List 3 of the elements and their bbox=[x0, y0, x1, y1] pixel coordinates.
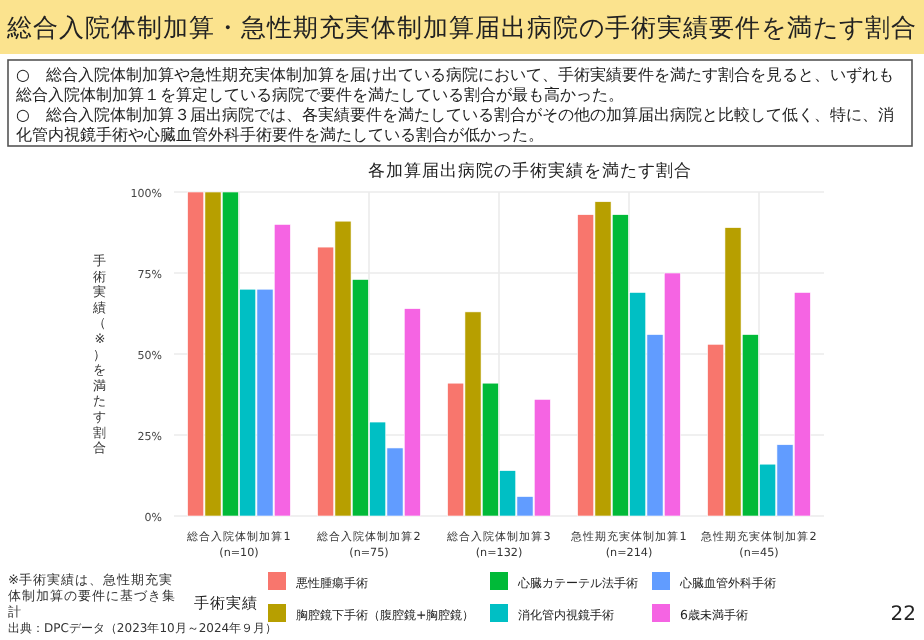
text: 22 bbox=[890, 604, 916, 626]
chart-title: 総合入院体制加算・急性期充実体制加算届出病院の手術実績要件を満たす割合 bbox=[5, 12, 917, 42]
chart-subtitle: 各加算届出病院の手術実績を満たす割合 bbox=[368, 160, 692, 182]
